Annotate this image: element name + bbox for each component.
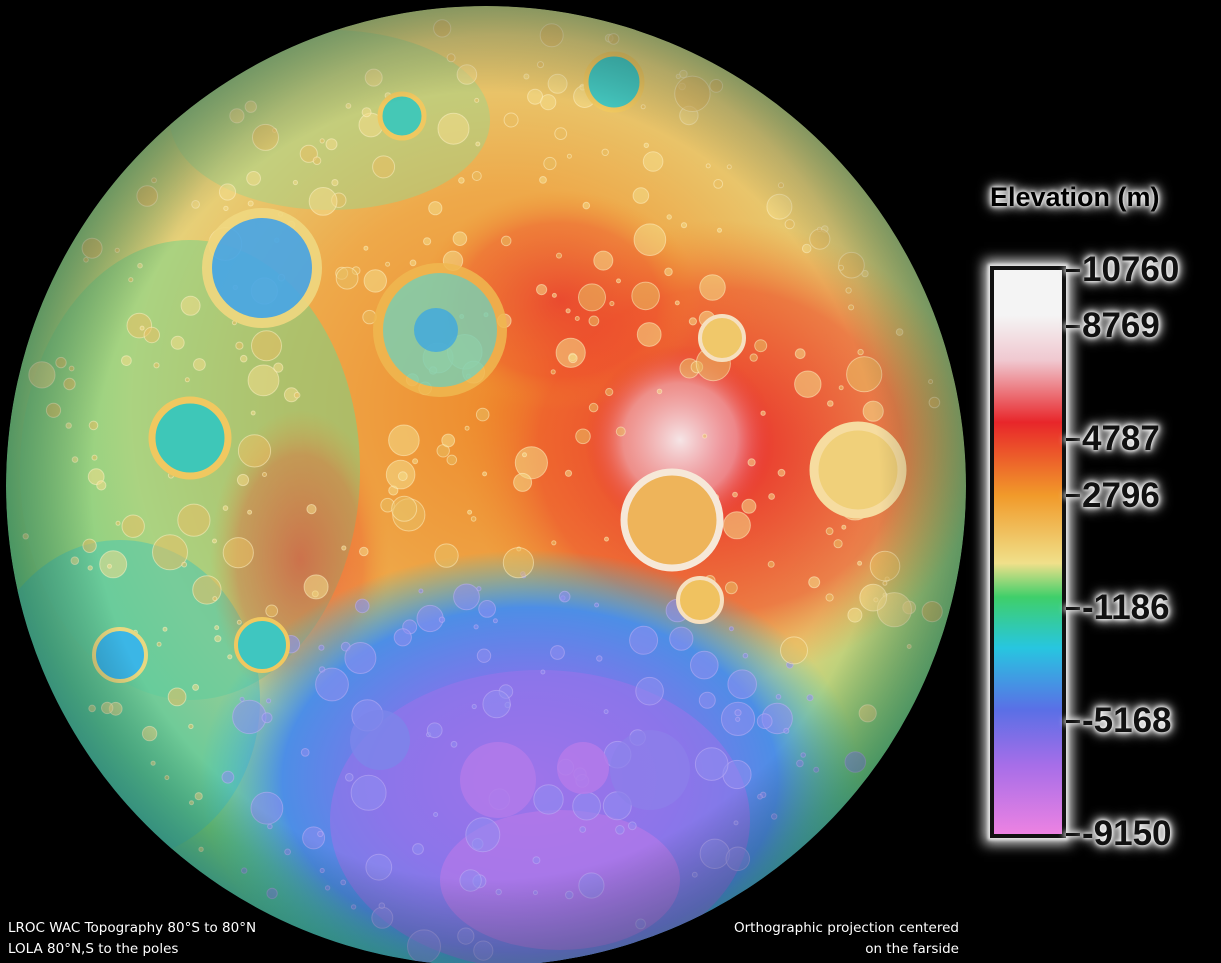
colorbar-tick (1066, 606, 1080, 610)
colorbar-tick (1066, 437, 1080, 441)
colorbar-tick-label: -5168 (1082, 701, 1172, 741)
colorbar-tick (1066, 324, 1080, 328)
colorbar-tick (1066, 719, 1080, 723)
colorbar-tick (1066, 832, 1080, 836)
colorbar-tick-label: -9150 (1082, 814, 1172, 853)
colorbar-tick-label: 2796 (1082, 475, 1160, 515)
source-caption-line2: LOLA 80°N,S to the poles (8, 941, 179, 957)
colorbar-tick-label: 10760 (1082, 250, 1180, 289)
projection-caption: Orthographic projection centered on the … (734, 918, 959, 960)
source-caption: LROC WAC Topography 80°S to 80°N LOLA 80… (8, 918, 256, 960)
source-caption-line1: LROC WAC Topography 80°S to 80°N (8, 920, 257, 936)
legend-title: Elevation (m) (990, 182, 1160, 212)
colorbar-gradient (994, 270, 1062, 834)
colorbar-tick (1066, 494, 1080, 498)
projection-caption-line2: on the farside (865, 941, 959, 957)
colorbar-tick (1066, 268, 1080, 272)
projection-caption-line1: Orthographic projection centered (734, 920, 959, 936)
colorbar-tick-label: 8769 (1082, 306, 1160, 346)
elevation-colorbar (990, 266, 1066, 838)
colorbar-tick-label: 4787 (1082, 419, 1160, 459)
colorbar-tick-label: -1186 (1082, 588, 1170, 628)
